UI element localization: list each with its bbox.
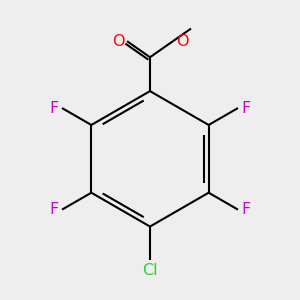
Text: F: F <box>49 100 58 116</box>
Text: F: F <box>49 202 58 217</box>
Text: O: O <box>176 34 188 49</box>
Text: O: O <box>112 34 124 49</box>
Text: F: F <box>242 100 251 116</box>
Text: Cl: Cl <box>142 263 158 278</box>
Text: F: F <box>242 202 251 217</box>
